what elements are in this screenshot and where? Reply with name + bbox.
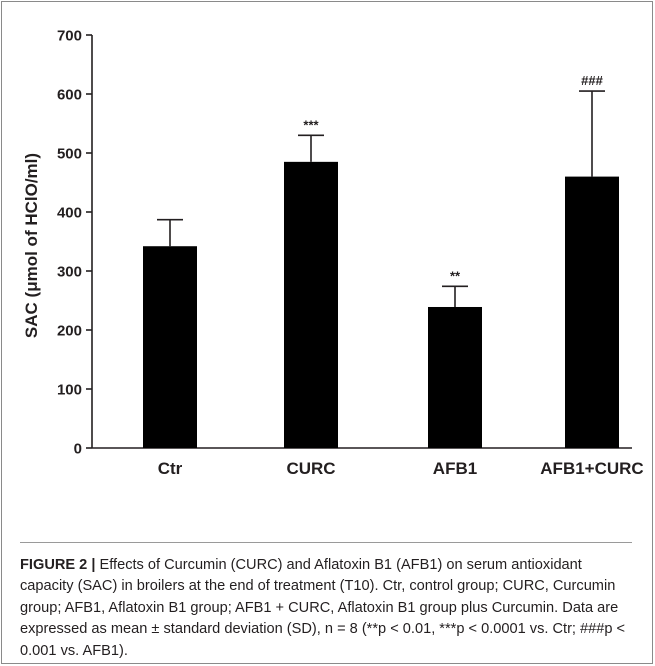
y-axis-label: SAC (μmol of HClO/ml) — [22, 153, 41, 338]
y-tick-label: 700 — [57, 28, 82, 45]
x-tick-label: CURC — [286, 459, 335, 478]
figure-caption: FIGURE 2 | Effects of Curcumin (CURC) an… — [20, 555, 636, 662]
y-tick-label: 300 — [57, 264, 82, 281]
caption-text: Effects of Curcumin (CURC) and Aflatoxin… — [20, 557, 626, 659]
y-tick-label: 0 — [74, 441, 82, 458]
significance-label: ### — [581, 73, 603, 88]
significance-label: ** — [450, 268, 461, 283]
figure-label: FIGURE 2 | — [20, 557, 96, 573]
x-tick-label: AFB1 — [433, 459, 477, 478]
significance-label: *** — [303, 117, 319, 132]
bar — [284, 161, 338, 448]
bar — [565, 176, 619, 448]
x-tick-label: AFB1+CURC — [540, 459, 643, 478]
y-tick-label: 500 — [57, 146, 82, 163]
y-tick-label: 600 — [57, 87, 82, 104]
x-tick-label: Ctr — [158, 459, 183, 478]
y-tick-label: 400 — [57, 205, 82, 222]
y-tick-label: 200 — [57, 323, 82, 340]
bar — [143, 246, 197, 448]
chart-labels: 0 100 200 300 400 500 600 700 SAC (μmol of HClO/… — [22, 28, 644, 479]
chart-bars — [143, 90, 619, 448]
y-tick-label: 100 — [57, 382, 82, 399]
bar — [428, 306, 482, 448]
caption-divider — [20, 542, 632, 543]
bar-chart: 0 100 200 300 400 500 600 700 SAC (μmol of HClO/… — [22, 28, 644, 479]
